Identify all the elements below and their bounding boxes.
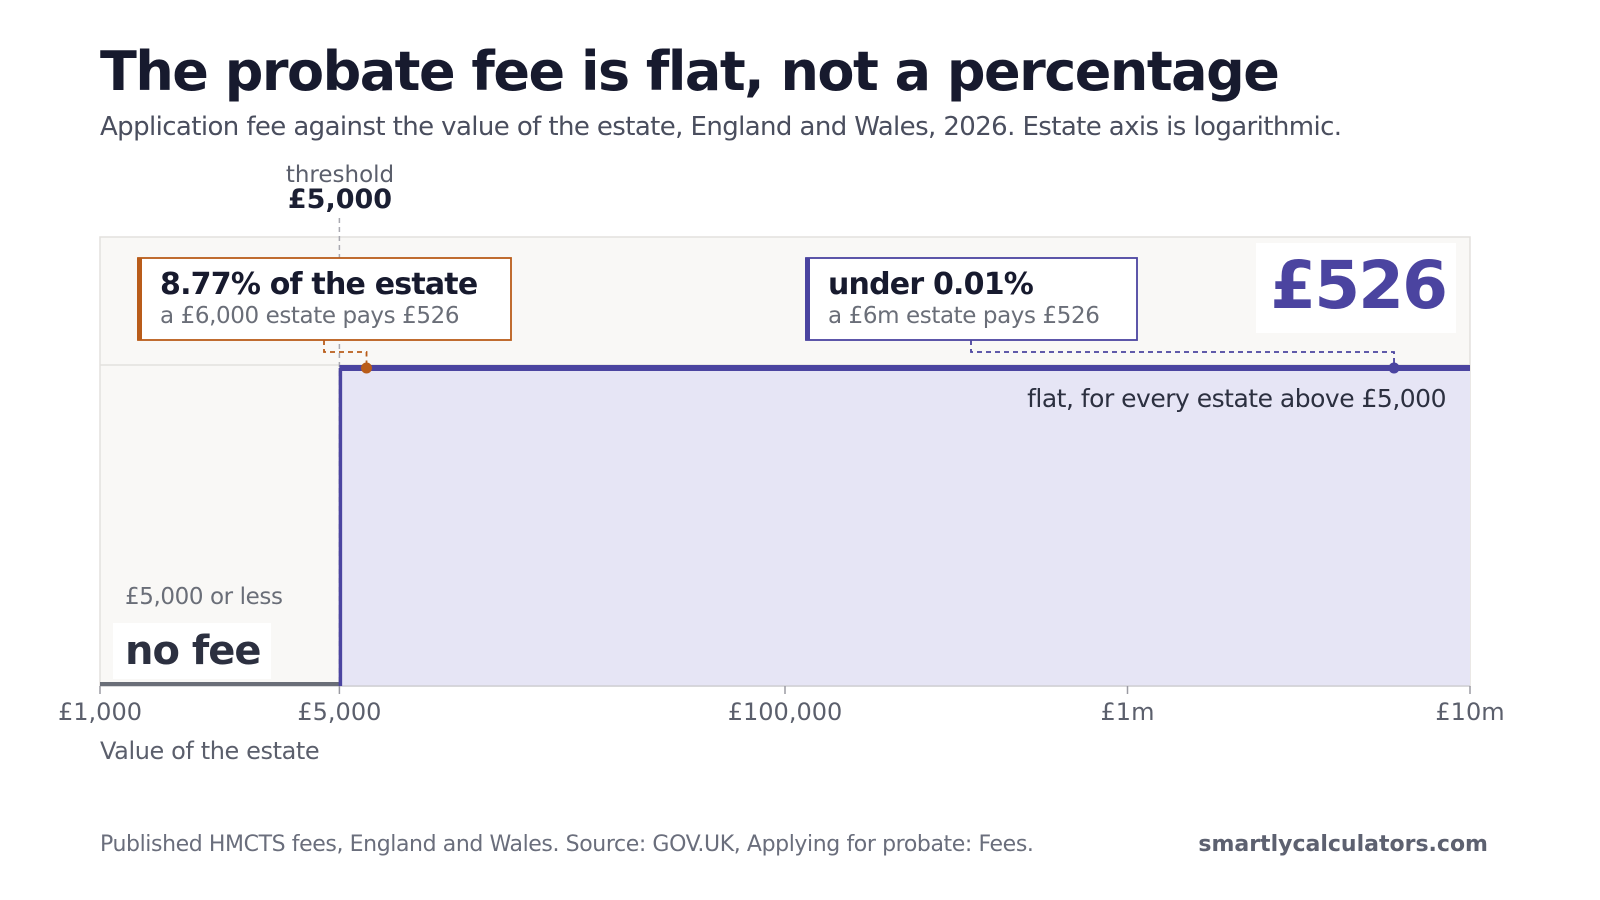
x-tick-label: £1m <box>1101 698 1155 726</box>
callout-detail: a £6,000 estate pays £526 <box>160 303 459 329</box>
footer-source: Published HMCTS fees, England and Wales.… <box>100 832 1034 857</box>
x-tick-label: £1,000 <box>58 698 142 726</box>
x-tick-label: £10m <box>1435 698 1504 726</box>
fee-note: flat, for every estate above £5,000 <box>1027 384 1446 413</box>
fee-label-box <box>1256 243 1456 333</box>
x-tick-label: £100,000 <box>728 698 843 726</box>
callout-accent-bar <box>137 258 142 340</box>
chart-title: The probate fee is flat, not a percentag… <box>100 40 1280 103</box>
callout-detail: a £6m estate pays £526 <box>828 303 1099 329</box>
x-axis-ticks: £1,000 £5,000 £100,000 £1m £10m <box>58 686 1505 726</box>
callout-point <box>1388 362 1400 374</box>
callout-headline: under 0.01% <box>828 267 1034 302</box>
no-fee-label-box <box>113 623 271 679</box>
callout-box <box>137 257 512 341</box>
chart-subtitle: Application fee against the value of the… <box>100 112 1342 142</box>
fee-area <box>339 368 1470 686</box>
no-fee-label: no fee <box>125 628 261 674</box>
threshold-label: threshold <box>286 162 394 188</box>
callout-headline: 8.77% of the estate <box>160 267 477 302</box>
no-fee-caption: £5,000 or less <box>125 584 283 610</box>
x-axis-label: Value of the estate <box>100 737 319 765</box>
callout-accent-bar <box>805 258 810 340</box>
threshold-value: £5,000 <box>288 184 392 215</box>
fee-label: £526 <box>1270 247 1446 324</box>
callout-leader <box>970 340 1395 368</box>
footer-brand: smartlycalculators.com <box>1198 832 1488 857</box>
callout-point <box>361 362 373 374</box>
x-tick-label: £5,000 <box>297 698 381 726</box>
